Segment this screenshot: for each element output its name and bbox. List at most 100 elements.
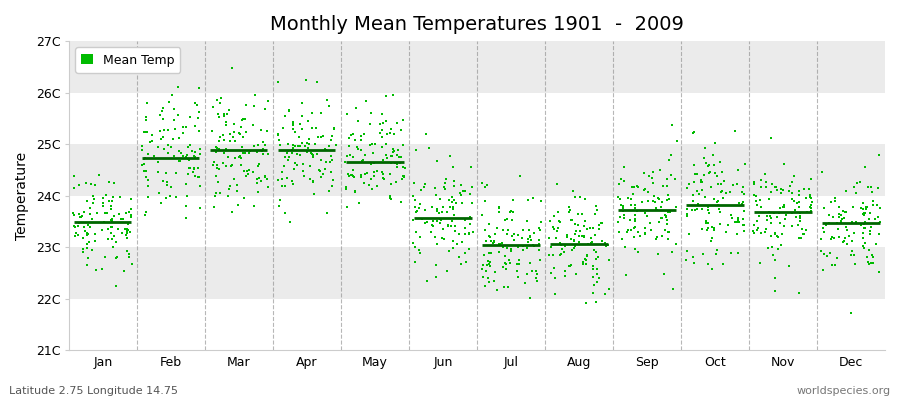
Point [544,218,558,224]
Point [406,240,420,246]
Point [192,109,206,115]
Point [856,242,870,249]
Point [420,219,435,226]
Point [187,166,202,172]
Point [687,129,701,136]
Point [67,222,81,229]
Point [731,217,745,223]
Point [182,165,196,172]
Point [442,248,456,254]
Point [526,230,541,236]
Point [233,130,248,137]
Point [99,210,113,216]
Point [595,238,609,245]
Point [248,92,262,98]
Point [168,194,183,200]
Point [669,241,683,247]
Point [211,162,225,168]
Point [168,125,183,132]
Point [418,220,433,226]
Point [139,117,153,124]
Point [122,208,136,215]
Point [283,107,297,113]
Point [856,200,870,206]
Point [99,192,113,198]
Point [872,152,886,158]
Point [805,205,819,211]
Point [415,215,429,222]
Point [156,105,170,112]
Point [134,162,148,168]
Point [446,218,460,224]
Point [382,130,397,136]
Point [223,163,238,169]
Point [599,243,614,249]
Point [873,219,887,225]
Point [120,235,134,242]
Point [759,179,773,185]
Point [482,221,496,228]
Point [554,242,569,248]
Point [680,257,694,263]
Point [500,216,515,222]
Point [840,241,854,247]
Point [736,221,751,228]
Point [839,188,853,194]
Point [438,176,453,182]
Point [735,216,750,222]
Point [547,226,562,232]
Point [390,152,404,158]
Point [395,176,410,182]
Point [502,208,517,215]
Point [579,300,593,306]
Point [631,249,645,255]
Point [179,124,194,130]
Point [616,215,631,221]
Point [81,255,95,261]
Point [783,183,797,190]
Point [424,229,438,235]
Point [660,214,674,221]
Point [437,186,452,192]
Point [179,203,194,210]
Point [159,195,174,201]
Point [687,162,701,168]
Point [753,196,768,203]
Point [666,285,680,292]
Point [816,267,831,274]
Point [160,150,175,156]
Point [295,126,310,132]
Point [758,229,772,236]
Point [658,227,672,234]
Point [233,153,248,160]
Point [581,241,596,248]
Point [774,242,788,249]
Point [114,230,129,236]
Point [545,252,560,258]
Point [664,152,679,158]
Point [464,164,478,171]
Point [411,204,426,211]
Point [101,226,115,232]
Point [184,114,198,120]
Point [83,224,97,230]
Point [239,168,254,174]
Point [633,232,647,239]
Point [382,170,397,177]
Point [660,176,674,183]
Point [453,190,467,196]
Point [452,231,466,237]
Point [858,210,872,216]
Point [68,224,83,230]
Point [598,240,613,246]
Point [638,210,652,216]
Point [523,259,537,266]
Point [271,176,285,183]
Point [281,141,295,147]
Point [428,192,443,198]
Point [792,204,806,210]
Point [179,193,194,199]
Point [338,158,353,165]
Point [150,168,165,175]
Point [834,217,849,224]
